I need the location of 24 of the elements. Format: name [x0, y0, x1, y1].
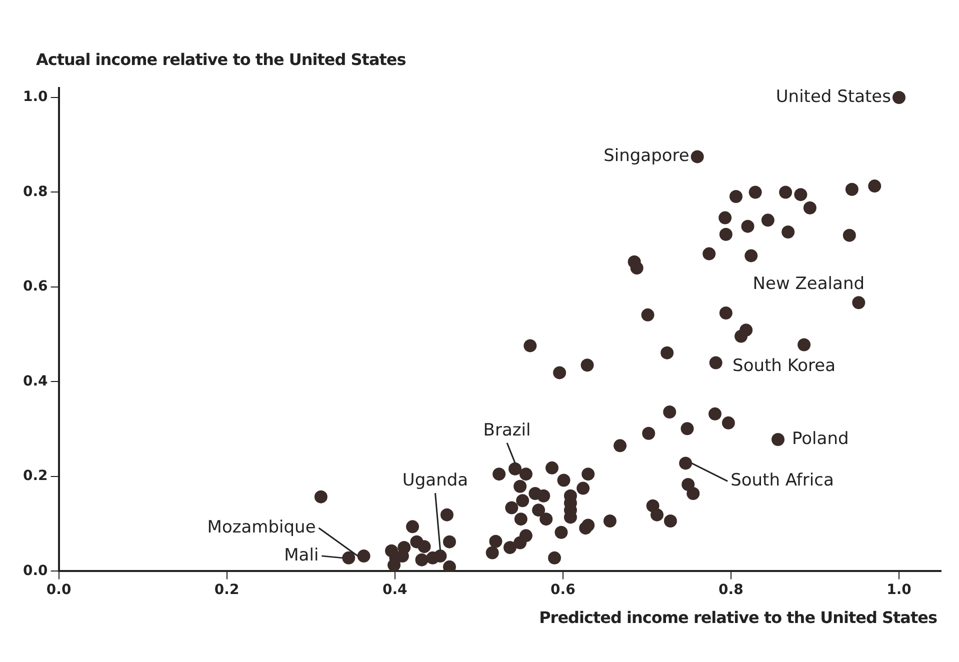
annotation: Uganda — [402, 470, 468, 490]
annotation: United States — [776, 86, 892, 107]
y-tick-label: 1.0 — [22, 89, 48, 106]
annotation: Poland — [792, 428, 849, 449]
annotation: Brazil — [483, 420, 531, 440]
y-tick-label: 0.0 — [22, 562, 48, 579]
y-tick-label: 0.2 — [22, 468, 48, 484]
x-tick-label: 0.8 — [718, 582, 744, 598]
annotation: South Korea — [732, 356, 836, 376]
y-tick-label: 0.4 — [22, 373, 48, 390]
x-tick-label: 0.4 — [382, 582, 408, 598]
x-tick-label: 0.6 — [550, 582, 576, 598]
x-tick-label: 1.0 — [886, 582, 912, 598]
annotation: New Zealand — [752, 274, 865, 294]
y-tick-label: 0.6 — [22, 278, 48, 295]
annotation: Singapore — [604, 146, 690, 166]
y-axis-title: Actual income relative to the United States — [36, 50, 406, 69]
annotation: Mozambique — [207, 517, 316, 538]
x-tick-label: 0.2 — [214, 582, 240, 598]
x-axis-title: Predicted income relative to the United States — [539, 608, 937, 627]
x-tick-label: 0.0 — [46, 582, 72, 598]
annotation: Mali — [284, 545, 319, 566]
y-tick-label: 0.8 — [22, 184, 48, 200]
annotation: South Africa — [730, 470, 834, 491]
